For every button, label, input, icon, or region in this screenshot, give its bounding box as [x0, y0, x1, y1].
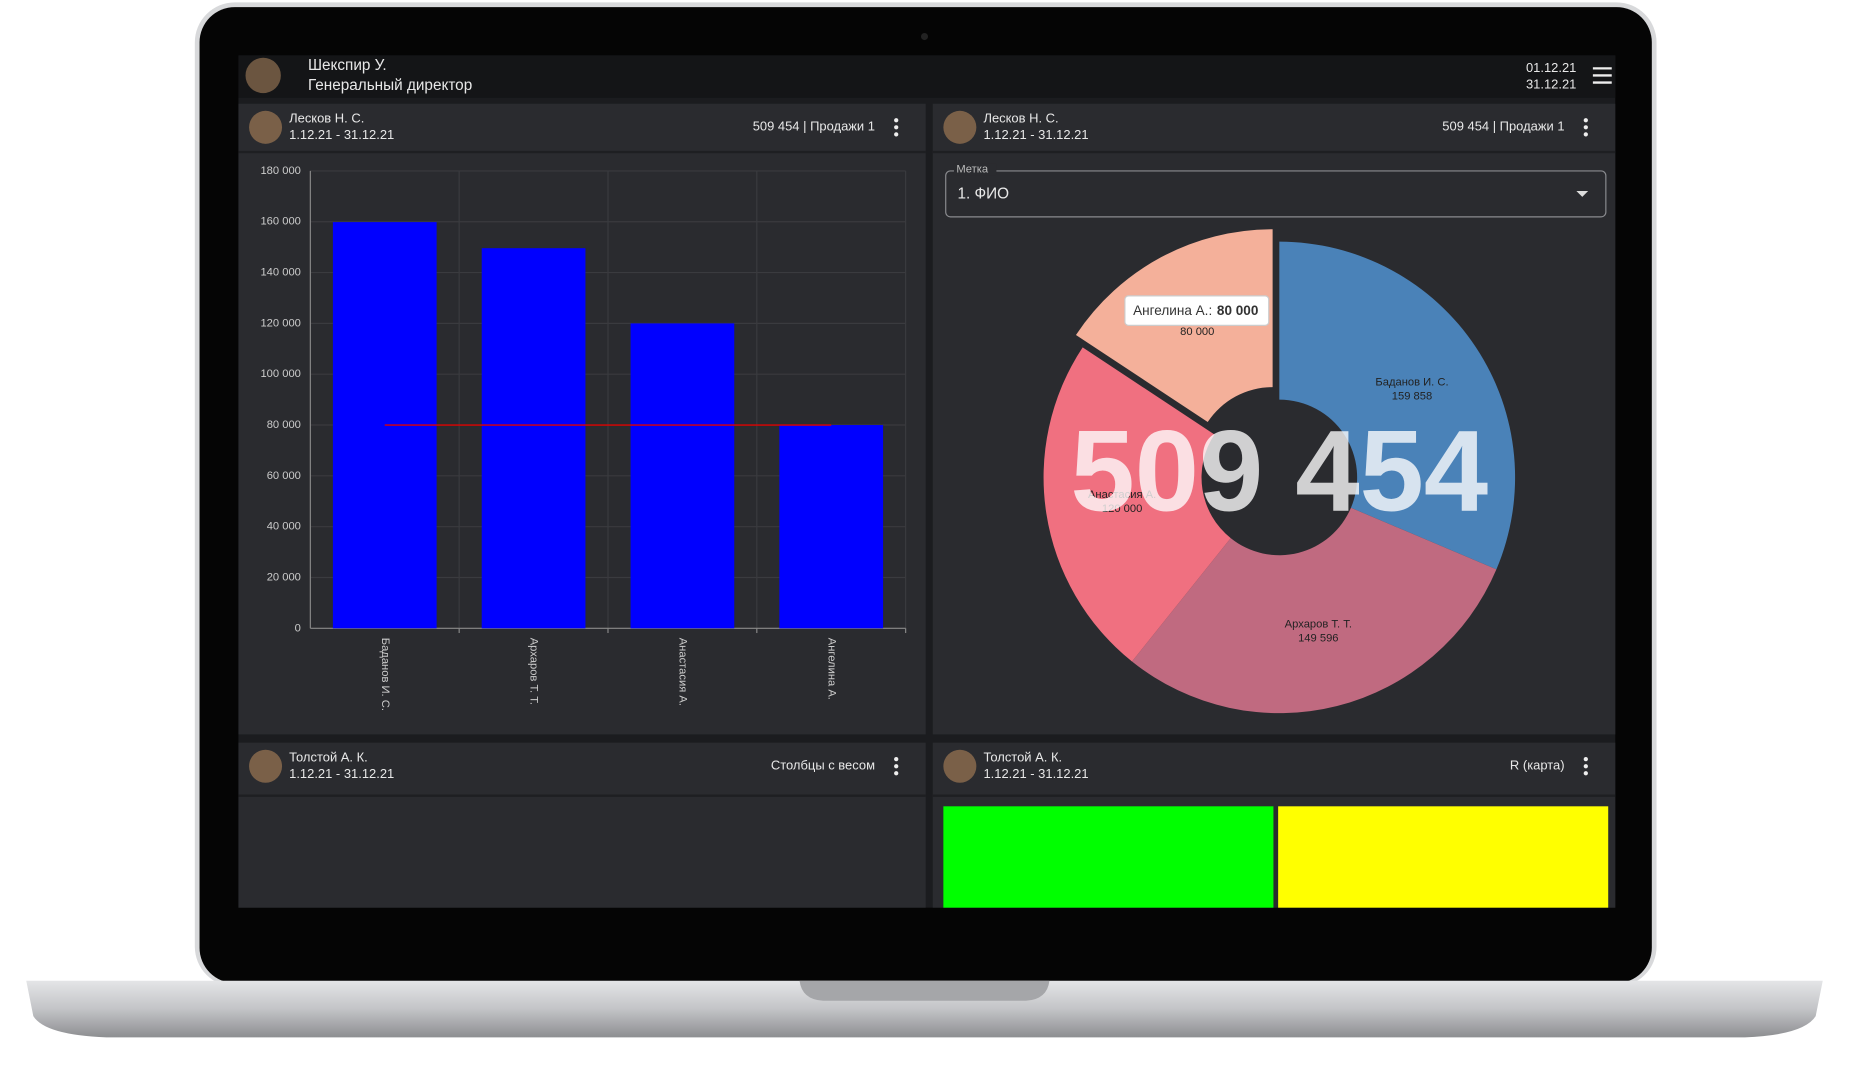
menu-dot	[1583, 771, 1588, 776]
menu-dot	[894, 764, 899, 769]
slice-value: 159 858	[1392, 391, 1432, 403]
bar	[630, 323, 735, 629]
panel-caption: R (карта)	[1510, 758, 1565, 773]
slice-label: Баданов И. С.	[1375, 376, 1448, 388]
select[interactable]	[945, 170, 1607, 218]
y-tick-label: 20 000	[267, 571, 301, 583]
menu-dot	[894, 757, 899, 762]
bar	[779, 425, 884, 629]
menu-dot	[1583, 764, 1588, 769]
avatar	[943, 749, 977, 783]
dropdown-arrow	[1576, 190, 1589, 197]
panel-user: Лесков Н. С.	[289, 110, 364, 125]
select-label-bg	[953, 163, 997, 176]
y-tick-label: 100 000	[260, 368, 300, 380]
tooltip-text: Ангелина А.: 80 000	[1133, 303, 1258, 318]
panel	[238, 742, 926, 908]
menu-dot	[894, 771, 899, 776]
panel-period: 1.12.21 - 31.12.21	[983, 766, 1088, 781]
select-value: 1. ФИО	[958, 186, 1010, 203]
y-tick-label: 0	[295, 622, 301, 634]
y-tick-label: 120 000	[260, 317, 300, 329]
donut-slice	[1132, 507, 1497, 714]
date-from: 01.12.21	[1526, 60, 1576, 75]
panel-menu[interactable]	[894, 118, 899, 137]
y-tick-label: 180 000	[260, 165, 300, 177]
avatar	[249, 749, 283, 783]
panel-period: 1.12.21 - 31.12.21	[289, 127, 394, 142]
x-tick-label: Архаров Т. Т.	[528, 638, 540, 705]
y-tick-label: 40 000	[267, 521, 301, 533]
notch	[799, 980, 1050, 1001]
select-label: Метка	[956, 164, 989, 176]
panel-menu[interactable]	[894, 757, 899, 776]
tooltip	[1124, 295, 1270, 326]
y-tick-label: 80 000	[267, 419, 301, 431]
y-tick-label: 160 000	[260, 216, 300, 228]
camera	[920, 33, 929, 41]
menu-dot	[1583, 757, 1588, 762]
menu-dot	[1583, 125, 1588, 130]
y-tick-label: 60 000	[267, 470, 301, 482]
panel-menu[interactable]	[1583, 757, 1588, 776]
x-tick-label: Ангелина А.	[825, 638, 837, 700]
slice-label: Анастасия А.	[1088, 489, 1156, 501]
donut-slice	[1043, 347, 1231, 662]
slice-value: 80 000	[1180, 326, 1214, 338]
menu-dot	[894, 132, 899, 137]
x-tick-label: Баданов И. С.	[379, 638, 391, 711]
laptop-base	[26, 980, 1823, 1038]
menu-dot	[1583, 132, 1588, 137]
top-bar	[238, 55, 1616, 98]
panel-caption: Столбцы с весом	[771, 758, 875, 773]
date-to: 31.12.21	[1526, 76, 1576, 91]
avatar	[249, 110, 283, 144]
y-tick-label: 140 000	[260, 267, 300, 279]
panel-user: Лесков Н. С.	[983, 110, 1058, 125]
x-tick-label: Анастасия А.	[676, 638, 688, 706]
panel-caption: 509 454 | Продажи 1	[753, 119, 875, 134]
treemap-tile	[1278, 806, 1609, 908]
tooltip-value: 80 000	[1217, 303, 1258, 318]
panel-user: Толстой А. К.	[289, 749, 368, 764]
user-role: Генеральный директор	[308, 77, 472, 94]
menu-dot	[1583, 118, 1588, 123]
slice-value: 149 596	[1298, 633, 1338, 645]
menu-dot	[894, 125, 899, 130]
tooltip-label: Ангелина А.:	[1133, 303, 1212, 318]
slice-value: 120 000	[1102, 503, 1142, 515]
panel-menu[interactable]	[1583, 118, 1588, 137]
menu-button[interactable]	[1592, 67, 1612, 84]
donut-slice	[1279, 241, 1516, 570]
panel-period: 1.12.21 - 31.12.21	[289, 766, 394, 781]
treemap-tile	[943, 806, 1274, 908]
slice-label: Архаров Т. Т.	[1285, 619, 1352, 631]
panel-caption: 509 454 | Продажи 1	[1442, 119, 1564, 134]
avatar	[245, 57, 281, 94]
avatar	[943, 110, 977, 144]
user-name: Шекспир У.	[308, 57, 387, 74]
bar	[481, 248, 586, 629]
panel-period: 1.12.21 - 31.12.21	[983, 127, 1088, 142]
center-total: 509 454	[1071, 406, 1489, 535]
panel-user: Толстой А. К.	[983, 749, 1062, 764]
menu-dot	[894, 118, 899, 123]
